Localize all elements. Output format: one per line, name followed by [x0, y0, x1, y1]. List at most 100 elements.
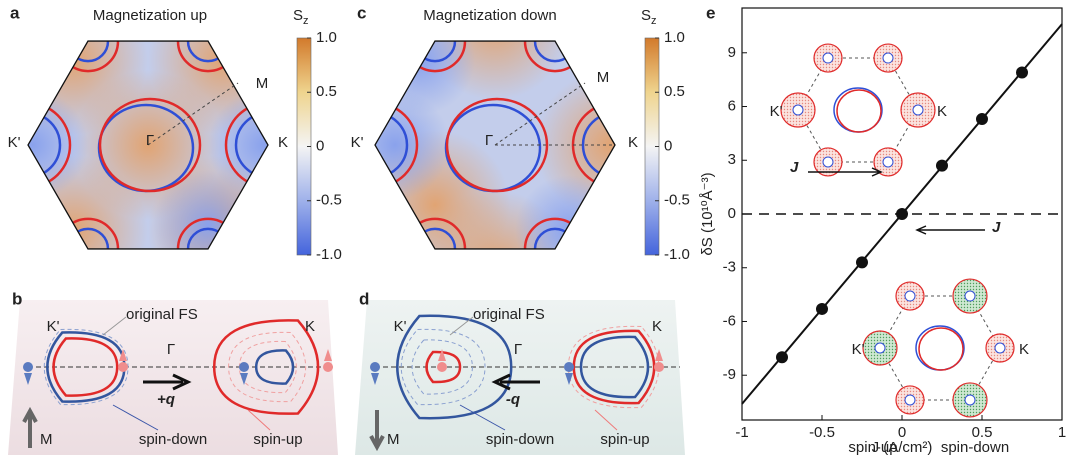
m-label: M [40, 431, 53, 448]
m-label: M [387, 431, 400, 448]
point-label: K [628, 134, 638, 151]
inset-hex [798, 58, 918, 162]
spin-up-label: spin-up [600, 431, 649, 448]
y-tick-label: 9 [728, 44, 736, 61]
inset-pocket-inner [905, 395, 915, 405]
colorbar-tick-label: 0 [664, 137, 672, 154]
point-label: Γ [167, 341, 175, 358]
inset-fs-red [837, 90, 881, 132]
q-label: -q [506, 391, 520, 408]
spin-up-label: spin-up [253, 431, 302, 448]
spin-down-label: spin-down [486, 431, 554, 448]
legend-spin-up: spin-up [848, 439, 897, 456]
colorbar-tick-label: 1.0 [664, 29, 685, 46]
colorbar-tick-label: 0.5 [664, 83, 685, 100]
y-tick-label: -9 [723, 366, 736, 383]
panel-label: a [10, 3, 20, 22]
colorbar-tick-label: -1.0 [664, 246, 690, 263]
y-tick-label: -6 [723, 312, 736, 329]
point-label: K' [47, 318, 60, 335]
colorbar-tick-label: -0.5 [664, 192, 690, 209]
colorbar-tick-label: 1.0 [316, 29, 337, 46]
data-point [776, 351, 788, 363]
inset-point-label: K' [852, 341, 865, 358]
point-label: K' [8, 134, 21, 151]
point-label: Γ [485, 132, 493, 149]
heatmap [333, 0, 685, 340]
y-tick-label: 3 [728, 151, 736, 168]
spin-ball [564, 362, 574, 372]
colorbar-tick-label: 0.5 [316, 83, 337, 100]
colorbar-tick-label: -1.0 [316, 246, 342, 263]
point-label: M [597, 69, 610, 86]
data-point [976, 113, 988, 125]
panel-label: b [12, 289, 22, 308]
point-label: K [278, 134, 288, 151]
point-label: Γ [146, 132, 154, 149]
spin-ball [23, 362, 33, 372]
inset-pocket-inner [905, 291, 915, 301]
j-arrow [917, 226, 985, 234]
point-label: Γ [514, 341, 522, 358]
j-label: J [790, 159, 799, 176]
spin-down-label: spin-down [139, 431, 207, 448]
panel-label: c [357, 3, 366, 22]
spin-ball [118, 362, 128, 372]
j-label: J [992, 219, 1001, 236]
data-point [1016, 66, 1028, 78]
panel-label: e [706, 3, 715, 22]
figure: aMagnetization upK'ΓMKSz1.00.50-0.5-1.0 … [0, 0, 1067, 463]
colorbar-title: Sz [293, 7, 309, 27]
colorbar-title-main: S [293, 7, 303, 24]
data-point [856, 256, 868, 268]
inset-hex [880, 296, 1000, 400]
q-label: +q [157, 391, 175, 408]
spin-ball [239, 362, 249, 372]
colorbar-tick-label: -0.5 [316, 192, 342, 209]
inset-point-label: K [1019, 341, 1029, 358]
inset-pocket-inner [913, 105, 923, 115]
data-point [936, 160, 948, 172]
inset-pocket-inner [965, 291, 975, 301]
fs-label: original FS [473, 306, 545, 323]
y-tick-label: -3 [723, 259, 736, 276]
data-point [896, 208, 908, 220]
point-label: K [652, 318, 662, 335]
inset-pocket-inner [965, 395, 975, 405]
y-tick-label: 6 [728, 97, 736, 114]
spin-ball [654, 362, 664, 372]
legend-spin-down: spin-down [941, 439, 1009, 456]
spin-ball [323, 362, 333, 372]
x-tick-label: -0.5 [809, 424, 835, 441]
colorbar-title: Sz [641, 7, 657, 27]
colorbar-title-sub: z [651, 15, 657, 27]
inset-pocket-inner [883, 53, 893, 63]
inset-point-label: K' [770, 103, 783, 120]
point-label: K' [351, 134, 364, 151]
inset-fs-red [919, 328, 963, 370]
panel-c: c Magnetization down K' Γ M K Sz 1.0 0.5 0 -0.5 -1.… [333, 0, 690, 340]
fs-label: original FS [126, 306, 198, 323]
spin-ball [370, 362, 380, 372]
colorbar-title-main: S [641, 7, 651, 24]
x-tick-label: 1 [1058, 424, 1066, 441]
heatmap [0, 0, 318, 305]
data-point [816, 303, 828, 315]
inset-point-label: K [937, 103, 947, 120]
spin-ball [437, 362, 447, 372]
x-tick-label: -1 [735, 424, 748, 441]
point-label: M [256, 75, 269, 92]
colorbar-tick-label: 0 [316, 137, 324, 154]
inset-pocket-inner [883, 157, 893, 167]
panel-title: Magnetization down [423, 7, 556, 24]
colorbar-title-sub: z [303, 15, 309, 27]
inset-pocket-inner [823, 157, 833, 167]
panel-label: d [359, 289, 369, 308]
inset-pocket-inner [995, 343, 1005, 353]
inset-pocket-inner [823, 53, 833, 63]
y-axis-label: δS (10¹⁰Å⁻³) [699, 172, 716, 255]
